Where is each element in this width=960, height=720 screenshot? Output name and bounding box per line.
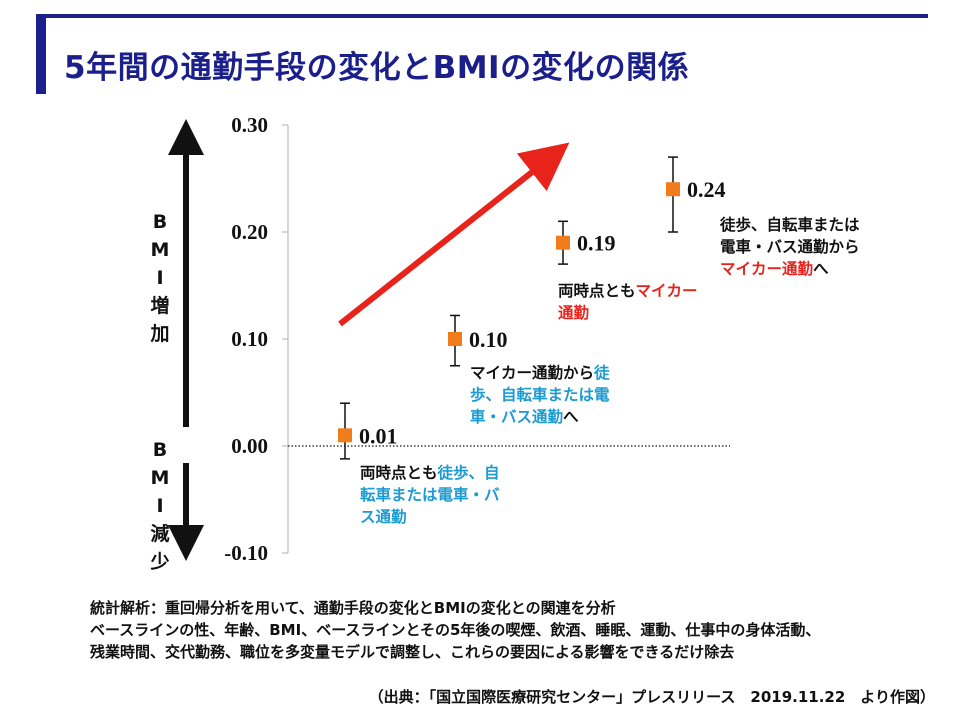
annotation-segment: 両時点とも	[558, 282, 636, 300]
annotation-line: ス通勤	[360, 506, 500, 528]
annotation-segment: 両時点とも	[360, 464, 438, 482]
annotation-line: 歩、自転車または電	[470, 384, 610, 406]
analysis-notes: 統計解析：重回帰分析を用いて、通勤手段の変化とBMIの変化との関連を分析 ベース…	[90, 597, 910, 663]
source-citation: （出典：「国立国際医療研究センター」プレスリリース 2019.11.22 より作…	[368, 688, 935, 706]
annotation-segment: マイカー通勤	[720, 260, 814, 278]
annotation-segment: 徒歩、自転車または	[720, 216, 860, 234]
annotation-segment: 通勤	[558, 304, 590, 322]
annotation-line: 両時点とも徒歩、自	[360, 462, 500, 484]
bmi-increase-label: 加	[149, 323, 169, 345]
annotation-segment: 徒歩、自	[437, 464, 500, 482]
title-rule	[46, 14, 928, 18]
bmi-increase-label: M	[151, 239, 170, 261]
annotation-line: 両時点ともマイカー	[558, 280, 698, 302]
bmi-increase-label: I	[156, 267, 163, 289]
bmi-decrease-label: I	[156, 495, 163, 517]
annotation-line: マイカー通勤へ	[720, 258, 860, 280]
notes-line-1: 統計解析：重回帰分析を用いて、通勤手段の変化とBMIの変化との関連を分析	[90, 599, 616, 617]
bmi-decrease-label: M	[151, 467, 170, 489]
annotation-segment: 転車または電車・バ	[360, 486, 500, 504]
point-annotation: 両時点とも徒歩、自転車または電車・バ ス通勤	[360, 462, 500, 528]
bmi-decrease-label: 少	[149, 551, 169, 573]
annotation-line: 通勤	[558, 302, 698, 324]
annotation-line: マイカー通勤から徒	[470, 362, 610, 384]
data-point-label: 0.24	[687, 177, 726, 202]
annotation-line: 転車または電車・バ	[360, 484, 500, 506]
annotation-segment: 電車・バス通勤から	[720, 238, 860, 256]
data-point-marker	[338, 428, 352, 443]
annotation-line: 車・バス通勤へ	[470, 406, 610, 428]
point-annotation: 両時点ともマイカー通勤	[558, 280, 698, 324]
point-annotation: マイカー通勤から徒 歩、自転車または電 車・バス通勤へ	[470, 362, 610, 428]
bmi-increase-label: 増	[150, 294, 169, 317]
bmi-decrease-label: 減	[150, 522, 169, 545]
data-point-label: 0.19	[577, 231, 616, 256]
annotation-segment: へ	[813, 260, 829, 278]
bmi-increase-label: B	[153, 211, 167, 233]
bmi-decrease-label: B	[153, 439, 167, 461]
title-accent-bar	[36, 14, 46, 94]
annotation-segment: 歩、自転車または電	[470, 386, 610, 404]
trend-arrow	[338, 142, 570, 327]
y-tick-label: 0.10	[231, 327, 268, 351]
annotation-segment: 徒	[594, 364, 610, 382]
y-tick-label: 0.20	[231, 220, 268, 244]
annotation-line: 徒歩、自転車または	[720, 214, 860, 236]
data-point-marker	[556, 235, 570, 250]
data-point-label: 0.01	[359, 423, 398, 448]
notes-line-2: ベースラインの性、年齢、BMI、ベースラインとその5年後の喫煙、飲酒、睡眠、運動…	[90, 621, 821, 639]
annotation-line: 電車・バス通勤から	[720, 236, 860, 258]
data-point-label: 0.10	[469, 327, 508, 352]
annotation-segment: 車・バス通勤	[470, 408, 564, 426]
point-annotation: 徒歩、自転車または 電車・バス通勤から マイカー通勤へ	[720, 214, 860, 280]
annotation-segment: マイカー	[635, 282, 698, 300]
annotation-segment: へ	[563, 408, 579, 426]
annotation-segment: ス通勤	[360, 508, 407, 526]
annotation-segment: マイカー通勤から	[470, 364, 595, 382]
notes-line-3: 残業時間、交代勤務、職位を多変量モデルで調整し、これらの要因による影響をできるだ…	[90, 643, 735, 661]
y-tick-label: 0.30	[231, 113, 268, 137]
page-title: 5年間の通勤手段の変化とBMIの変化の関係	[64, 50, 690, 86]
y-tick-label: -0.10	[224, 541, 268, 565]
y-tick-label: 0.00	[231, 434, 268, 458]
data-point-marker	[448, 332, 462, 346]
data-point-marker	[666, 182, 680, 197]
title-bar: 5年間の通勤手段の変化とBMIの変化の関係	[36, 14, 928, 94]
